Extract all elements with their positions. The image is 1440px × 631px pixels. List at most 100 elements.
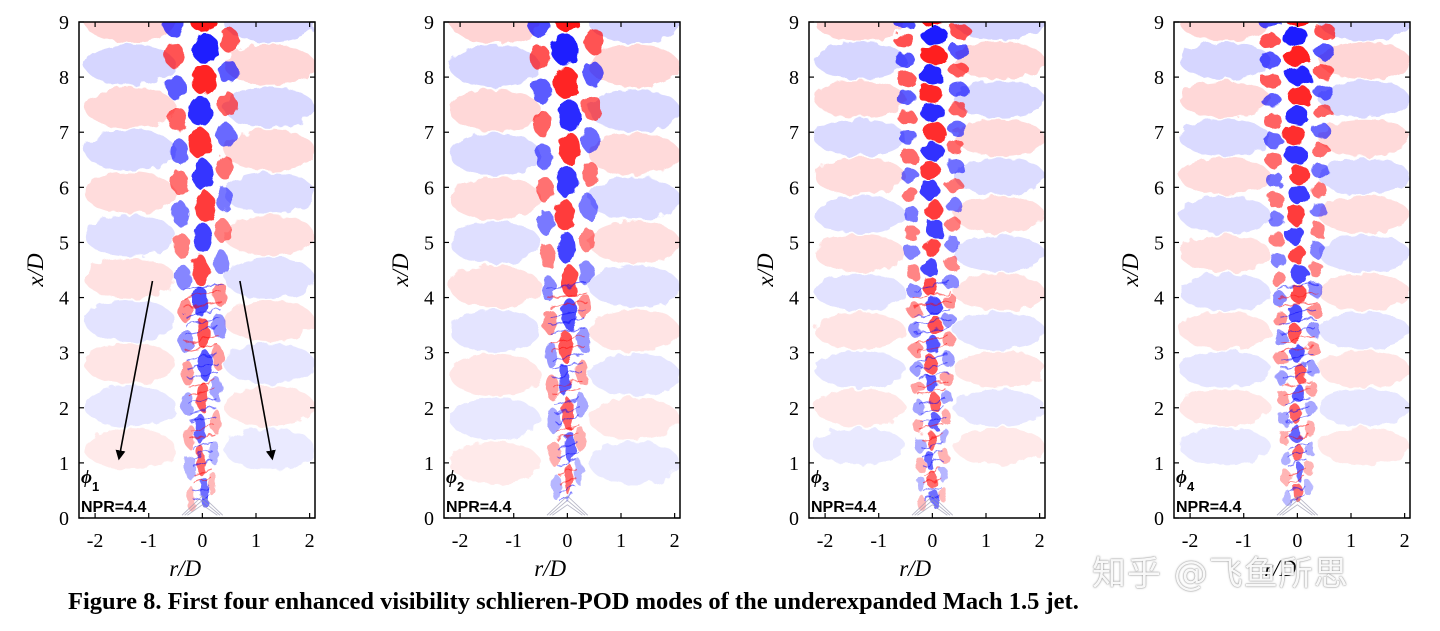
shock-striation — [1277, 282, 1318, 291]
core-structure — [192, 159, 214, 191]
halo-structure — [449, 441, 541, 485]
core-structure — [917, 84, 943, 103]
halo-structure — [449, 177, 541, 220]
shock-striation — [556, 432, 579, 441]
mode-field — [444, 22, 680, 518]
shock-striation — [1283, 379, 1312, 388]
ytick-label: 7 — [1154, 122, 1164, 144]
shear-lobe — [187, 487, 197, 512]
x-axis-title: r/D — [534, 556, 566, 581]
ytick-label: 7 — [424, 122, 434, 144]
core-structure — [1281, 26, 1309, 46]
core-structure — [926, 296, 942, 316]
shear-lobe — [947, 120, 966, 135]
ytick-label: 4 — [59, 288, 69, 310]
shear-lobe — [166, 75, 187, 100]
shock-striation — [193, 467, 212, 476]
shear-lobe — [211, 345, 225, 370]
halo-structure — [953, 350, 1045, 388]
shock-striation — [918, 379, 947, 388]
halo-structure — [449, 44, 541, 88]
shear-lobe — [209, 408, 221, 434]
shear-lobe — [531, 77, 552, 104]
shock-striation — [918, 388, 947, 397]
ytick-label: 5 — [59, 232, 69, 254]
halo-structure — [1318, 196, 1410, 234]
shear-lobe — [942, 313, 957, 328]
xtick-label: -2 — [87, 530, 104, 552]
shear-lobe — [177, 297, 192, 322]
core-structure — [1288, 165, 1311, 185]
shear-lobe — [1271, 271, 1286, 287]
ytick-label: 4 — [424, 288, 434, 310]
halo-structure — [449, 397, 541, 440]
shear-lobe — [546, 375, 559, 401]
halo-structure — [1318, 312, 1410, 350]
shock-cell — [184, 499, 221, 516]
shock-striation — [1278, 291, 1317, 300]
figure-caption: Figure 8. First four enhanced visibility… — [68, 588, 1079, 615]
shear-lobe — [1314, 23, 1336, 40]
shear-lobe — [945, 197, 962, 213]
core-structure — [561, 265, 578, 297]
shear-lobe — [905, 264, 921, 280]
shock-striation — [192, 459, 213, 467]
shear-lobe — [904, 245, 921, 260]
shock-striation — [916, 344, 949, 353]
shear-lobe — [1259, 53, 1281, 69]
shear-lobe — [1275, 350, 1288, 367]
halo-structure — [1318, 389, 1410, 427]
halo-structure — [588, 133, 680, 176]
core-structure — [557, 232, 576, 264]
shock-cell — [549, 499, 586, 516]
core-structure — [926, 431, 937, 451]
halo-structure — [223, 172, 315, 214]
ytick-label: 6 — [789, 177, 799, 199]
shear-lobe — [948, 62, 969, 78]
halo-structure — [1179, 389, 1271, 427]
shear-lobe — [162, 22, 185, 37]
shear-lobe — [1262, 112, 1282, 129]
field-structures — [84, 22, 315, 512]
core-structure — [917, 65, 944, 84]
shear-lobe — [584, 28, 606, 55]
ytick-label: 3 — [1154, 343, 1164, 365]
halo-structure — [449, 309, 541, 352]
xtick-label: 1 — [1346, 530, 1356, 552]
shear-lobe — [1314, 43, 1335, 60]
mode-field — [1174, 22, 1410, 518]
halo-structure — [588, 89, 680, 132]
shock-striation — [1287, 459, 1308, 467]
shock-striation — [1286, 441, 1309, 450]
shear-lobe — [938, 467, 949, 483]
halo-structure — [223, 428, 315, 470]
shock-striation — [912, 282, 953, 291]
halo-structure — [588, 353, 680, 396]
shear-lobe — [1311, 162, 1329, 179]
core-structure — [927, 470, 936, 489]
shear-lobe — [903, 225, 920, 241]
shear-lobe — [915, 457, 926, 473]
shock-striation — [550, 335, 585, 344]
halo-structure — [1179, 80, 1271, 118]
ytick-label: 3 — [59, 343, 69, 365]
shear-lobe — [1261, 92, 1282, 109]
shock-cell — [187, 504, 218, 516]
shock-striation — [921, 441, 944, 450]
core-structure — [551, 33, 579, 66]
shock-striation — [556, 441, 579, 450]
ytick-label: 9 — [424, 12, 434, 34]
shock-striation — [555, 423, 580, 432]
field-structures — [814, 22, 1045, 511]
shear-lobe — [1313, 83, 1333, 99]
shear-lobe — [913, 418, 925, 434]
shear-lobe — [538, 210, 555, 236]
shear-lobe — [1313, 63, 1334, 79]
plot-frame — [1173, 21, 1411, 519]
shock-striation — [923, 476, 942, 485]
core-structure — [925, 373, 938, 393]
shear-lobe — [1258, 33, 1281, 49]
halo-structure — [1179, 273, 1271, 311]
core-structure — [196, 381, 209, 412]
ytick-label: 3 — [789, 343, 799, 365]
